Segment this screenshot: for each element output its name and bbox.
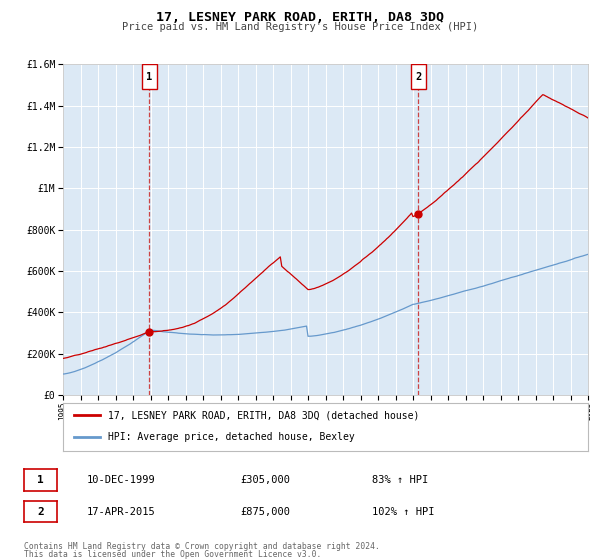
Text: 17, LESNEY PARK ROAD, ERITH, DA8 3DQ: 17, LESNEY PARK ROAD, ERITH, DA8 3DQ [156, 11, 444, 24]
Text: 17, LESNEY PARK ROAD, ERITH, DA8 3DQ (detached house): 17, LESNEY PARK ROAD, ERITH, DA8 3DQ (de… [107, 410, 419, 420]
Text: 2: 2 [37, 507, 44, 517]
Text: Price paid vs. HM Land Registry's House Price Index (HPI): Price paid vs. HM Land Registry's House … [122, 22, 478, 32]
Text: £875,000: £875,000 [240, 507, 290, 517]
Text: 2: 2 [415, 72, 421, 82]
Text: 1: 1 [37, 475, 44, 485]
Text: This data is licensed under the Open Government Licence v3.0.: This data is licensed under the Open Gov… [24, 550, 322, 559]
Text: HPI: Average price, detached house, Bexley: HPI: Average price, detached house, Bexl… [107, 432, 355, 442]
Text: 102% ↑ HPI: 102% ↑ HPI [372, 507, 434, 517]
Text: £305,000: £305,000 [240, 475, 290, 486]
Text: Contains HM Land Registry data © Crown copyright and database right 2024.: Contains HM Land Registry data © Crown c… [24, 542, 380, 550]
FancyBboxPatch shape [410, 64, 425, 89]
FancyBboxPatch shape [142, 64, 157, 89]
Text: 17-APR-2015: 17-APR-2015 [87, 507, 156, 517]
Text: 83% ↑ HPI: 83% ↑ HPI [372, 475, 428, 486]
Text: 1: 1 [146, 72, 152, 82]
Text: 10-DEC-1999: 10-DEC-1999 [87, 475, 156, 486]
